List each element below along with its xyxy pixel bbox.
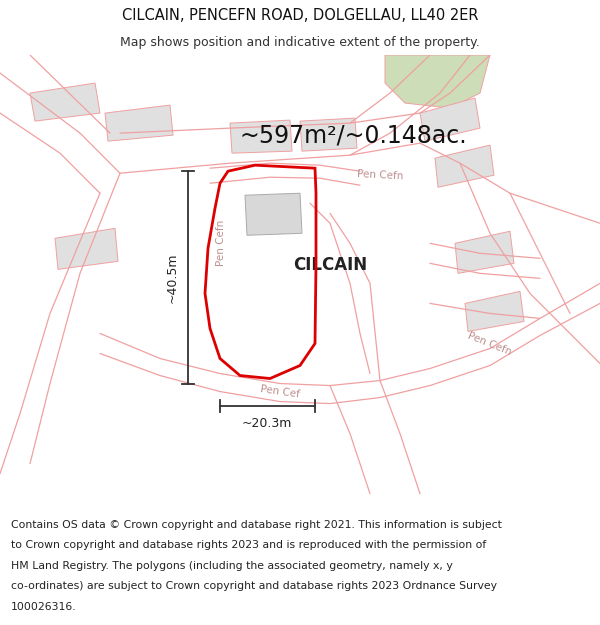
Text: ~40.5m: ~40.5m — [166, 252, 179, 302]
Polygon shape — [435, 145, 494, 188]
Polygon shape — [385, 55, 490, 108]
Text: Contains OS data © Crown copyright and database right 2021. This information is : Contains OS data © Crown copyright and d… — [11, 520, 502, 530]
Text: ~20.3m: ~20.3m — [242, 417, 292, 430]
Polygon shape — [420, 98, 480, 141]
Text: Pen Cef: Pen Cef — [260, 384, 301, 399]
Text: HM Land Registry. The polygons (including the associated geometry, namely x, y: HM Land Registry. The polygons (includin… — [11, 561, 452, 571]
Text: 100026316.: 100026316. — [11, 602, 76, 612]
Polygon shape — [245, 193, 302, 235]
Polygon shape — [55, 228, 118, 269]
Text: CILCAIN: CILCAIN — [293, 256, 367, 274]
Text: ~597m²/~0.148ac.: ~597m²/~0.148ac. — [240, 123, 467, 147]
Polygon shape — [230, 120, 292, 153]
Text: co-ordinates) are subject to Crown copyright and database rights 2023 Ordnance S: co-ordinates) are subject to Crown copyr… — [11, 581, 497, 591]
Text: Pen Cefn: Pen Cefn — [467, 330, 514, 357]
Text: to Crown copyright and database rights 2023 and is reproduced with the permissio: to Crown copyright and database rights 2… — [11, 541, 486, 551]
Text: Pen Cefn: Pen Cefn — [356, 169, 403, 181]
Polygon shape — [105, 105, 173, 141]
Text: Map shows position and indicative extent of the property.: Map shows position and indicative extent… — [120, 36, 480, 49]
Polygon shape — [300, 118, 357, 151]
Text: Pen Cefn: Pen Cefn — [216, 220, 226, 266]
Text: CILCAIN, PENCEFN ROAD, DOLGELLAU, LL40 2ER: CILCAIN, PENCEFN ROAD, DOLGELLAU, LL40 2… — [122, 8, 478, 23]
Polygon shape — [30, 83, 100, 121]
Polygon shape — [455, 231, 514, 273]
Polygon shape — [465, 291, 524, 331]
